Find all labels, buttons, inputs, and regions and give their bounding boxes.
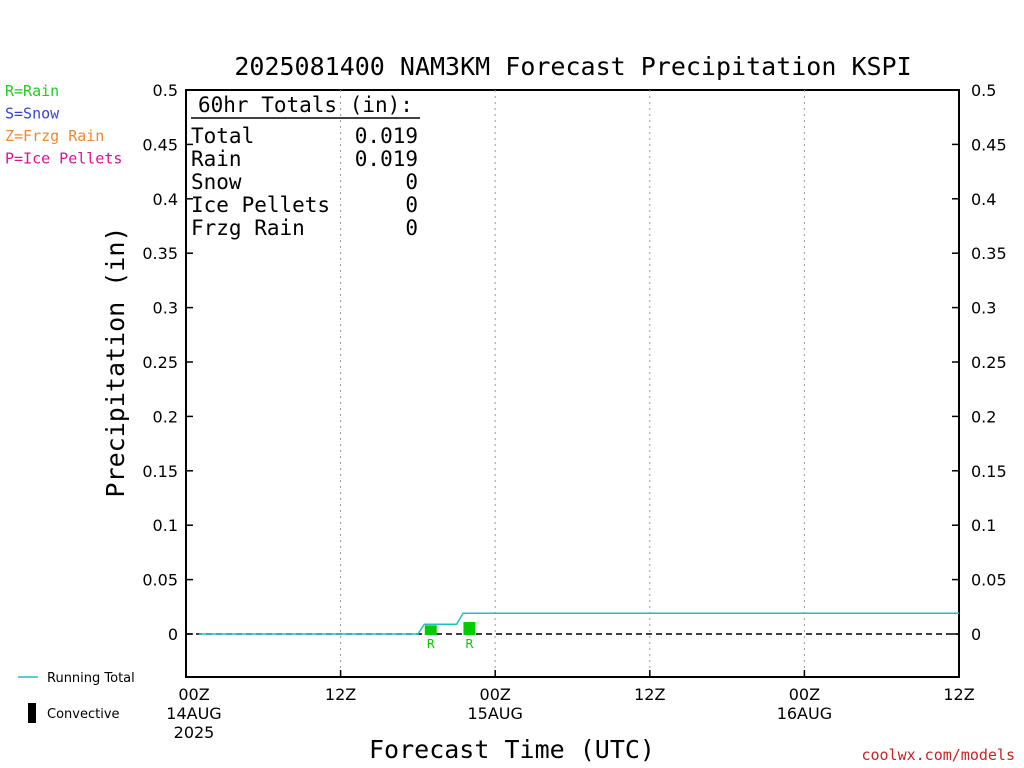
x-tick-label: 12Z: [325, 685, 356, 704]
x-axis-label: Forecast Time (UTC): [369, 735, 655, 764]
running-total-legend-label: Running Total: [47, 671, 135, 686]
type-legend-item: R=Rain: [5, 82, 59, 100]
series-legend: Running Total Convective: [18, 671, 135, 723]
precip-bar: [424, 625, 437, 635]
y-axis: 0 00.05 0.050.1 0.10.15 0.150.2 0.20.25 0.250.…: [142, 81, 1006, 644]
x-tick-label: 00Z: [789, 685, 820, 704]
y-tick-label-left: 0.45: [142, 135, 178, 154]
y-tick-label-right: 0.5: [971, 81, 996, 100]
type-legend-item: S=Snow: [5, 105, 60, 123]
convective-legend-swatch: [28, 703, 36, 723]
y-tick-label-right: 0.4: [971, 190, 996, 209]
convective-legend-label: Convective: [47, 707, 120, 722]
y-tick-label-right: 0.2: [971, 407, 996, 426]
x-tick-label: 12Z: [634, 685, 665, 704]
totals-row-value: 0: [405, 170, 418, 194]
y-tick-label-left: 0.35: [142, 244, 178, 263]
y-tick-label-left: 0.25: [142, 353, 178, 372]
y-tick-label-right: 0.35: [971, 244, 1007, 263]
totals-header: 60hr Totals (in):: [198, 93, 413, 117]
precip-bar: [463, 622, 476, 635]
y-tick-label-left: 0.3: [153, 299, 178, 318]
y-tick-label-right: 0.45: [971, 135, 1007, 154]
running-total-line: [198, 612, 959, 635]
y-tick-label-right: 0.05: [971, 571, 1007, 590]
y-tick-label-left: 0.1: [153, 516, 178, 535]
totals-row-value: 0.019: [355, 124, 418, 148]
totals-row-label: Snow: [191, 170, 242, 194]
totals-row-value: 0.019: [355, 147, 418, 171]
plot-frame: [185, 89, 960, 678]
y-tick-label-right: 0.3: [971, 299, 996, 318]
x-tick-label: 12Z: [943, 685, 974, 704]
x-tick-sublabel: 15AUG: [467, 704, 522, 723]
credit-text: coolwx.com/models: [861, 746, 1015, 764]
y-tick-label-right: 0.15: [971, 462, 1007, 481]
y-tick-label-left: 0.5: [153, 81, 178, 100]
x-tick-label: 00Z: [480, 685, 511, 704]
y-tick-label-right: 0.1: [971, 516, 996, 535]
precip-type-label: R: [465, 637, 473, 651]
totals-box: 60hr Totals (in): Total 0.019 Rain 0.019 Sno…: [191, 93, 420, 240]
precip-type-label: R: [427, 637, 435, 651]
totals-row-label: Frzg Rain: [191, 216, 305, 240]
totals-row-label: Ice Pellets: [191, 193, 330, 217]
y-tick-label-left: 0.05: [142, 571, 178, 590]
y-tick-label-right: 0.25: [971, 353, 1007, 372]
x-tick-sublabel: 16AUG: [777, 704, 832, 723]
x-tick-sublabel: 2025: [174, 723, 215, 742]
x-tick-label: 00Z: [178, 685, 209, 704]
y-tick-label-left: 0.2: [153, 407, 178, 426]
precip-type-legend: R=Rain S=Snow Z=Frzg Rain P=Ice Pellets: [5, 82, 122, 168]
y-tick-label-left: 0.4: [153, 190, 178, 209]
x-tick-sublabel: 14AUG: [166, 704, 221, 723]
grid-lines: [340, 90, 805, 677]
totals-row-value: 0: [405, 216, 418, 240]
y-tick-label-left: 0.15: [142, 462, 178, 481]
y-tick-label-right: 0: [971, 625, 981, 644]
y-axis-label: Precipitation (in): [101, 227, 130, 498]
chart-title: 2025081400 NAM3KM Forecast Precipitation…: [234, 52, 911, 81]
totals-row-label: Rain: [191, 147, 242, 171]
type-legend-item: Z=Frzg Rain: [5, 127, 104, 145]
totals-row-value: 0: [405, 193, 418, 217]
type-legend-item: P=Ice Pellets: [5, 150, 122, 168]
totals-row-label: Total: [191, 124, 254, 148]
y-tick-label-left: 0: [168, 625, 178, 644]
